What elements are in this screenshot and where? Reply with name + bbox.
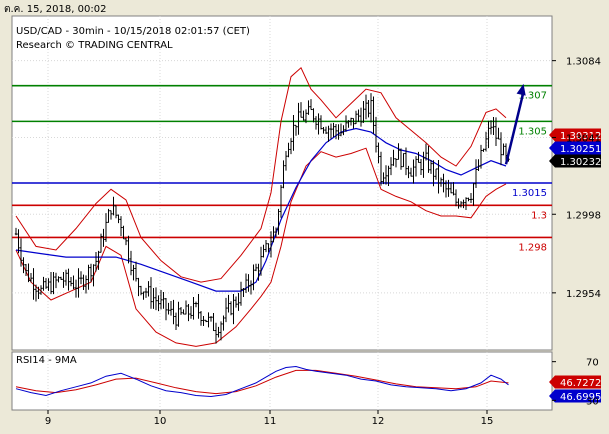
chart-title: USD/CAD - 30min - 10/15/2018 02:01:57 (C… <box>16 26 250 37</box>
price-badge-pointer <box>549 128 555 142</box>
forecast-arrow-head <box>516 83 526 96</box>
rsi-badge-pointer <box>549 375 555 389</box>
level-label: 1.307 <box>518 91 547 102</box>
rsi-lines <box>15 365 509 398</box>
price-badge-label: 1.30312 <box>560 131 601 142</box>
price-badges: 1.30312 1.30251 1.30232 46.7272 46.6995 <box>549 128 601 403</box>
rsi-badge-label: 46.7272 <box>560 378 601 389</box>
candles <box>14 93 510 344</box>
rsi-line <box>15 365 509 398</box>
level-label: 1.3 <box>531 210 547 221</box>
bollinger-upper-line <box>15 66 507 283</box>
y-axis-labels: 1.3084 1.3041 1.2998 1.2954 70 30 <box>552 57 601 407</box>
x-axis-labels: 9 10 11 12 15 <box>45 410 494 427</box>
y-tick-label: 1.3041 <box>566 133 601 144</box>
price-badge-box <box>555 128 601 142</box>
bollinger-lower-line <box>15 147 507 347</box>
x-tick-label: 15 <box>481 416 494 427</box>
y-tick-label: 1.2954 <box>566 289 601 300</box>
level-label: 1.3015 <box>512 188 547 199</box>
x-tick-label: 10 <box>154 416 167 427</box>
y-tick-label: 1.3084 <box>566 57 601 68</box>
bollinger-bands <box>15 66 507 347</box>
rsi-ma-line <box>15 369 509 395</box>
forecast-arrow-group <box>504 83 526 165</box>
level-label: 1.298 <box>518 242 547 253</box>
rsi-tick-label: 30 <box>586 396 599 407</box>
x-tick-label: 12 <box>372 416 385 427</box>
rsi-label: RSI14 - 9MA <box>16 355 77 366</box>
price-badge-pointer <box>549 141 555 155</box>
price-badge-label: 1.30232 <box>560 157 601 168</box>
chart-subtitle: Research © TRADING CENTRAL <box>16 40 173 51</box>
price-badge-pointer <box>549 154 555 168</box>
rsi-badge-box <box>555 375 601 389</box>
rsi-panel <box>11 351 553 411</box>
price-badge-label: 1.30251 <box>560 144 601 155</box>
price-badge-box <box>555 154 601 168</box>
rsi-tick-label: 70 <box>586 358 599 369</box>
grid <box>12 16 552 410</box>
x-tick-label: 9 <box>45 416 51 427</box>
forecast-arrow-shaft <box>504 91 525 165</box>
rsi-badge-label: 46.6995 <box>560 392 601 403</box>
level-lines: 1.307 1.305 1.3015 1.3 1.298 <box>12 84 552 253</box>
datetime-header: ต.ค. 15, 2018, 00:02 <box>4 4 107 15</box>
y-tick-label: 1.2998 <box>566 210 601 221</box>
level-label: 1.305 <box>518 126 547 137</box>
rsi-badge-pointer <box>549 389 555 403</box>
x-tick-label: 11 <box>264 416 277 427</box>
price-badge-box <box>555 141 601 155</box>
rsi-badge-box <box>555 389 601 403</box>
